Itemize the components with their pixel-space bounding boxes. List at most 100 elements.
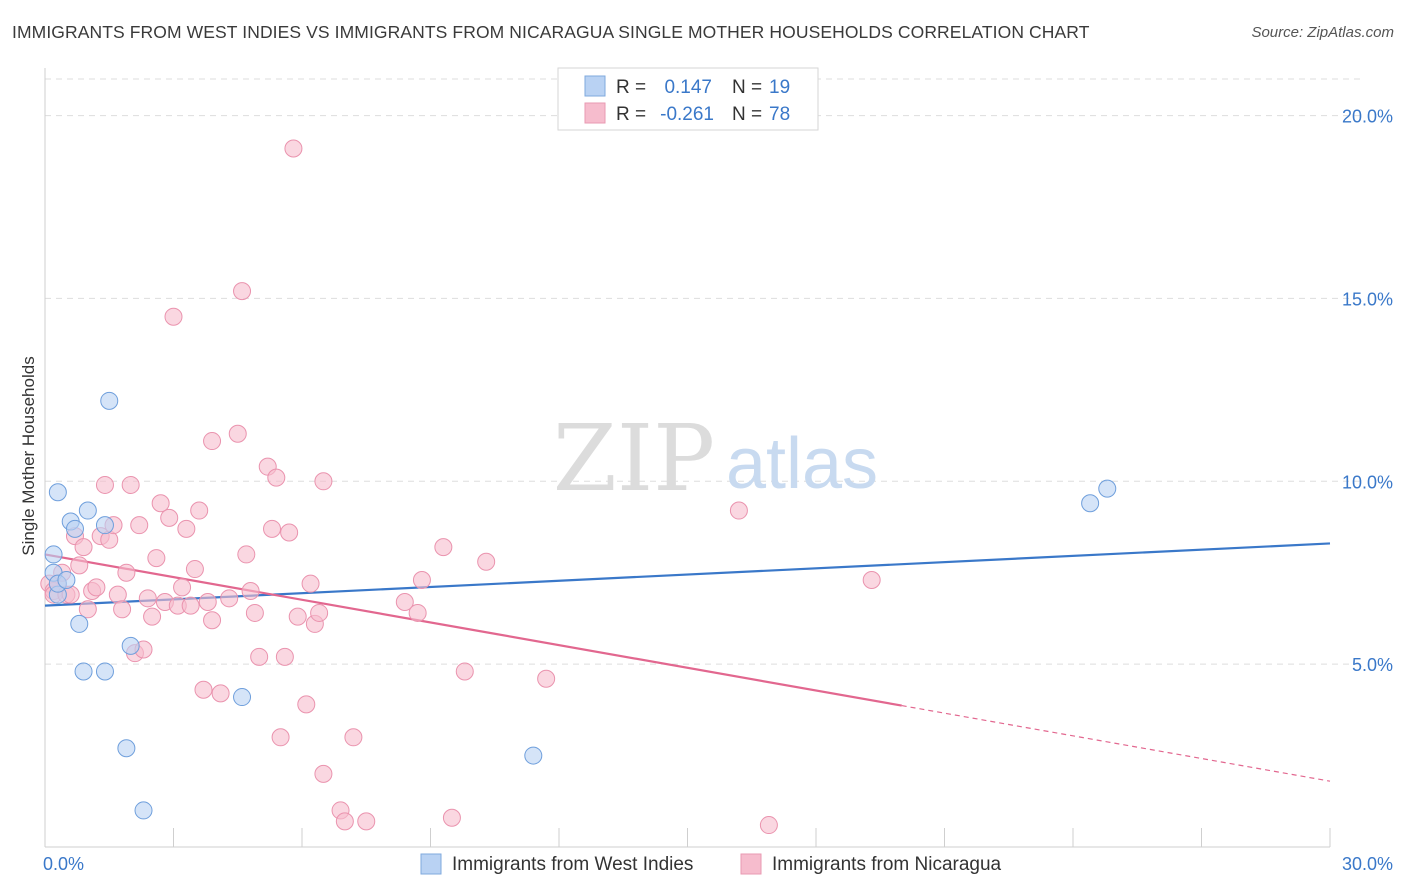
y-tick-label: 20.0%	[1342, 107, 1393, 127]
data-point-west-indies	[65, 519, 84, 538]
data-point-nicaragua	[250, 647, 269, 666]
trend-line-nicaragua	[44, 553, 902, 707]
series-legend-label-west-indies: Immigrants from West Indies	[452, 854, 693, 875]
data-point-nicaragua	[147, 549, 166, 568]
data-point-nicaragua	[181, 596, 200, 615]
data-point-nicaragua	[164, 307, 183, 326]
y-tick-label: 15.0%	[1342, 289, 1393, 309]
data-point-nicaragua	[297, 695, 316, 714]
trend-lines	[44, 542, 1331, 782]
series-legend-swatch-nicaragua	[740, 853, 762, 875]
data-point-nicaragua	[335, 812, 354, 831]
data-point-nicaragua	[233, 282, 252, 301]
data-point-west-indies	[233, 688, 252, 707]
data-point-nicaragua	[357, 812, 376, 831]
data-point-west-indies	[134, 801, 153, 820]
data-point-west-indies	[74, 662, 93, 681]
data-point-nicaragua	[95, 475, 114, 494]
legend-n-label-1: N =	[732, 77, 762, 98]
data-point-nicaragua	[228, 424, 247, 443]
data-point-west-indies	[78, 501, 97, 520]
data-point-nicaragua	[314, 764, 333, 783]
data-point-nicaragua	[203, 611, 222, 630]
data-point-west-indies	[524, 746, 543, 765]
data-point-nicaragua	[284, 139, 303, 158]
watermark-atlas: atlas	[726, 424, 878, 504]
data-point-nicaragua	[87, 578, 106, 597]
data-point-nicaragua	[434, 538, 453, 557]
data-point-nicaragua	[220, 589, 239, 608]
data-point-west-indies	[95, 662, 114, 681]
data-point-nicaragua	[190, 501, 209, 520]
data-point-west-indies	[57, 571, 76, 590]
legend-n-value-2: 78	[769, 104, 790, 125]
data-point-nicaragua	[263, 519, 282, 538]
data-point-nicaragua	[267, 468, 286, 487]
data-point-west-indies	[95, 516, 114, 535]
y-tick-label: 5.0%	[1352, 655, 1393, 675]
data-point-nicaragua	[177, 519, 196, 538]
data-point-nicaragua	[442, 808, 461, 827]
legend-swatch-west-indies	[584, 75, 606, 97]
data-point-west-indies	[44, 545, 63, 564]
watermark-zip: ZIP	[553, 405, 715, 512]
legend-n-label-2: N =	[732, 104, 762, 125]
legend-r-value-2: -0.261	[660, 104, 714, 125]
data-point-nicaragua	[288, 607, 307, 626]
data-point-west-indies	[117, 739, 136, 758]
stats-legend: R = 0.147 N = 19 R = -0.261 N = 78	[557, 67, 819, 131]
data-point-nicaragua	[203, 432, 222, 451]
data-point-nicaragua	[729, 501, 748, 520]
data-point-nicaragua	[862, 571, 881, 590]
legend-r-label-2: R =	[616, 104, 646, 125]
data-point-nicaragua	[74, 538, 93, 557]
data-point-nicaragua	[117, 563, 136, 582]
data-point-nicaragua	[301, 574, 320, 593]
data-point-nicaragua	[408, 603, 427, 622]
watermark: ZIP atlas	[553, 405, 878, 512]
data-point-nicaragua	[280, 523, 299, 542]
data-point-west-indies	[121, 636, 140, 655]
data-point-nicaragua	[271, 728, 290, 747]
data-point-nicaragua	[477, 552, 496, 571]
data-point-nicaragua	[310, 603, 329, 622]
legend-n-value-1: 19	[769, 77, 790, 98]
tick-labels: 5.0% 10.0% 15.0% 20.0% 0.0% 30.0%	[43, 107, 1393, 874]
data-point-nicaragua	[121, 475, 140, 494]
data-point-nicaragua	[412, 571, 431, 590]
legend-r-value-1: 0.147	[664, 77, 712, 98]
data-point-west-indies	[48, 483, 67, 502]
legend-swatch-nicaragua	[584, 102, 606, 124]
grid-lines	[45, 78, 1360, 665]
axes	[44, 68, 1331, 848]
data-point-nicaragua	[275, 647, 294, 666]
data-point-nicaragua	[78, 600, 97, 619]
data-point-nicaragua	[759, 816, 778, 835]
data-point-nicaragua	[198, 592, 217, 611]
data-point-west-indies	[1081, 494, 1100, 513]
data-point-west-indies	[1098, 479, 1117, 498]
y-axis-label: Single Mother Households	[19, 356, 38, 555]
chart-title: IMMIGRANTS FROM WEST INDIES VS IMMIGRANT…	[12, 22, 1090, 42]
data-point-nicaragua	[237, 545, 256, 564]
data-point-nicaragua	[245, 603, 264, 622]
trend-line-nicaragua-extension	[901, 704, 1331, 782]
data-point-nicaragua	[194, 680, 213, 699]
x-tick-label: 0.0%	[43, 854, 84, 874]
data-points	[40, 139, 1117, 835]
data-point-nicaragua	[344, 728, 363, 747]
legend-r-label-1: R =	[616, 77, 646, 98]
data-point-nicaragua	[151, 494, 170, 513]
data-point-nicaragua	[113, 600, 132, 619]
series-legend: Immigrants from West Indies Immigrants f…	[420, 853, 1002, 875]
data-point-nicaragua	[211, 684, 230, 703]
data-point-nicaragua	[185, 560, 204, 579]
data-point-nicaragua	[160, 508, 179, 527]
data-point-nicaragua	[70, 556, 89, 575]
data-point-nicaragua	[455, 662, 474, 681]
data-point-nicaragua	[130, 516, 149, 535]
data-point-nicaragua	[241, 582, 260, 600]
trend-line-west-indies	[44, 542, 1331, 607]
data-point-west-indies	[100, 391, 119, 410]
